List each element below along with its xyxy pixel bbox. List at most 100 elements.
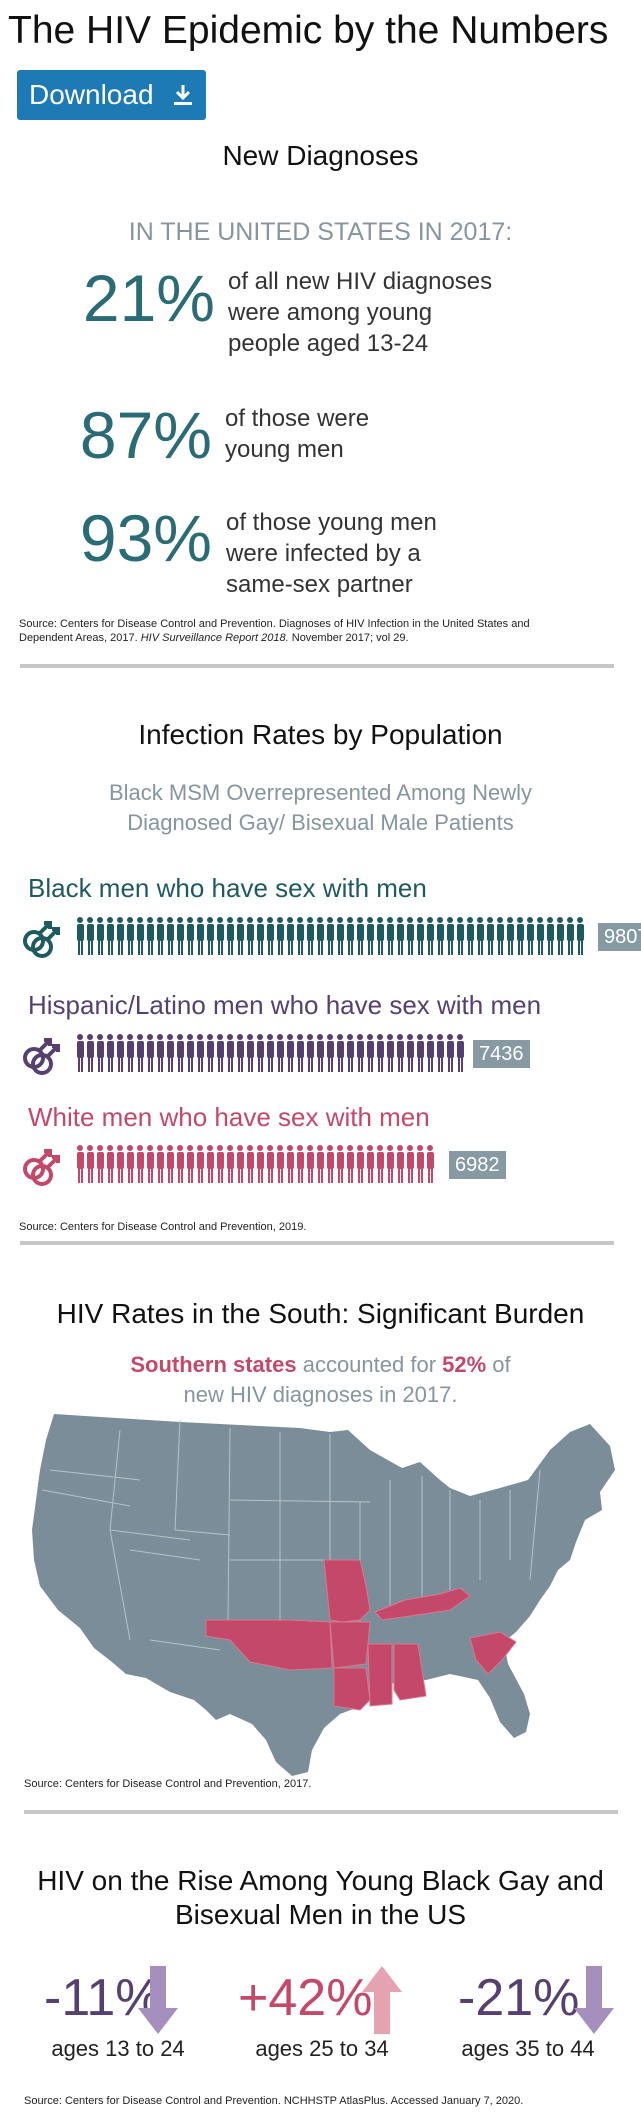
pop-row-white: 6982 — [20, 1143, 640, 1187]
person-icon — [347, 1034, 354, 1072]
trend-label: ages 35 to 44 — [461, 2036, 595, 2061]
person-icon — [487, 917, 494, 955]
person-icon — [177, 1034, 184, 1072]
person-icon — [197, 1034, 204, 1072]
person-icon — [567, 917, 574, 955]
person-icon — [157, 1145, 164, 1183]
person-icon — [377, 1145, 384, 1183]
person-icon — [387, 1034, 394, 1072]
stat-text-21: of all new HIV diagnoses were among youn… — [228, 268, 493, 357]
person-icon — [127, 1145, 134, 1183]
person-icon — [87, 1145, 94, 1183]
arrow-down-icon — [574, 1966, 614, 2034]
state-alabama — [393, 1643, 427, 1701]
person-icon — [167, 1034, 174, 1072]
stat-pct-21: 21% — [82, 261, 215, 335]
stat-pct-87: 87% — [79, 398, 212, 472]
person-icon — [287, 1034, 294, 1072]
person-icon — [377, 1034, 384, 1072]
person-icon — [257, 1145, 264, 1183]
person-icon — [127, 917, 134, 955]
south-title: HIV Rates in the South: Significant Burd… — [56, 1298, 585, 1329]
person-icon — [87, 1034, 94, 1072]
person-icon — [337, 1145, 344, 1183]
map-state-borders — [41, 1419, 541, 1660]
pop-row-hispanic: 7436 — [20, 1032, 640, 1076]
male-male-icon — [23, 921, 60, 958]
person-icon — [417, 1145, 424, 1183]
person-icon — [427, 1145, 434, 1183]
person-icon — [307, 1034, 314, 1072]
pictogram — [23, 917, 584, 958]
person-icon — [447, 917, 454, 955]
person-icon — [87, 917, 94, 955]
person-icon — [507, 917, 514, 955]
pop-label-black: Black men who have sex with men — [28, 873, 427, 903]
trend-13-24: -11% ages 13 to 24 — [18, 1966, 218, 2076]
person-icon — [337, 917, 344, 955]
person-icon — [327, 917, 334, 955]
person-icon — [437, 917, 444, 955]
person-icon — [297, 917, 304, 955]
person-icon — [457, 1034, 464, 1072]
pop-label-hispanic: Hispanic/Latino men who have sex with me… — [28, 990, 542, 1020]
diagnoses-source: Source: Centers for Disease Control and … — [19, 618, 530, 644]
person-icon — [197, 1145, 204, 1183]
state-louisiana — [333, 1667, 371, 1711]
person-icon — [297, 1145, 304, 1183]
south-text: Southern states accounted for 52% of new… — [130, 1352, 511, 1407]
download-label: Download — [29, 79, 154, 110]
person-icon — [497, 917, 504, 955]
person-icon — [147, 1034, 154, 1072]
trend-label: ages 25 to 34 — [255, 2036, 389, 2061]
person-icon — [377, 917, 384, 955]
person-icon — [157, 917, 164, 955]
person-icon — [337, 1034, 344, 1072]
person-icon — [427, 1034, 434, 1072]
person-icon — [287, 1145, 294, 1183]
state-oklahoma — [205, 1619, 333, 1671]
person-icon — [187, 917, 194, 955]
person-icon — [517, 917, 524, 955]
person-icon — [247, 917, 254, 955]
person-icon — [557, 917, 564, 955]
person-icon — [277, 1145, 284, 1183]
person-icon — [577, 917, 584, 955]
pop-label-white: White men who have sex with men — [28, 1102, 430, 1132]
person-icon — [277, 917, 284, 955]
pictogram — [23, 1034, 464, 1075]
person-icon — [417, 1034, 424, 1072]
person-icon — [77, 1145, 84, 1183]
person-icon — [117, 917, 124, 955]
person-icon — [227, 917, 234, 955]
person-icon — [537, 917, 544, 955]
person-icon — [437, 1034, 444, 1072]
rates-source: Source: Centers for Disease Control and … — [19, 1221, 307, 1233]
person-icon — [367, 917, 374, 955]
person-icon — [467, 917, 474, 955]
person-icon — [217, 1034, 224, 1072]
state-arkansas — [329, 1621, 371, 1669]
new-diagnoses-title: New Diagnoses — [222, 140, 419, 171]
person-icon — [427, 917, 434, 955]
person-icon — [127, 1034, 134, 1072]
rates-subtitle: Black MSM Overrepresented Among Newly Di… — [108, 780, 533, 835]
person-icon — [187, 1034, 194, 1072]
divider — [20, 664, 614, 668]
person-icon — [247, 1034, 254, 1072]
person-icon — [137, 917, 144, 955]
download-button[interactable]: Download — [17, 70, 206, 120]
person-icon — [257, 1034, 264, 1072]
stat-pct-93: 93% — [79, 501, 212, 575]
person-icon — [117, 1034, 124, 1072]
person-icon — [117, 1145, 124, 1183]
person-icon — [317, 1145, 324, 1183]
person-icon — [447, 1034, 454, 1072]
person-icon — [307, 1145, 314, 1183]
divider — [24, 1810, 618, 1814]
person-icon — [77, 917, 84, 955]
count-badge-white: 6982 — [449, 1151, 506, 1179]
rise-title: HIV on the Rise Among Young Black Gay an… — [37, 1865, 604, 1930]
person-icon — [397, 1034, 404, 1072]
diagnoses-subtitle: IN THE UNITED STATES IN 2017: — [128, 218, 513, 246]
